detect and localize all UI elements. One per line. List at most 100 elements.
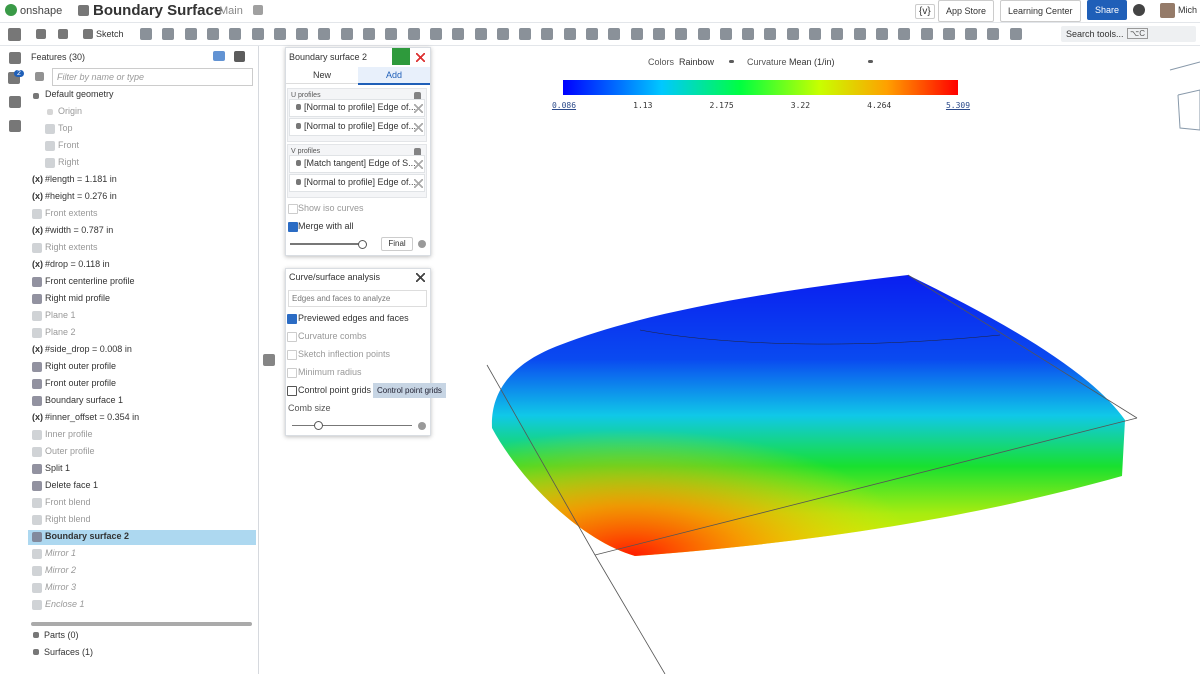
tool-icon[interactable] [719, 28, 732, 40]
close-button[interactable] [414, 123, 423, 132]
tool-icon[interactable] [1009, 28, 1022, 40]
add-folder[interactable] [213, 51, 225, 61]
tab[interactable]: New [286, 67, 358, 84]
tool-icon[interactable] [965, 28, 978, 40]
feature-item[interactable]: Plane 2 [45, 327, 76, 337]
help-icon[interactable] [418, 422, 426, 430]
feature-item[interactable]: Inner profile [45, 429, 93, 439]
rail-icon[interactable] [9, 96, 21, 108]
tool-icon[interactable] [496, 28, 509, 40]
feature-item[interactable]: Default geometry [45, 89, 114, 99]
accept-button[interactable] [392, 48, 410, 65]
tool-icon[interactable] [742, 28, 755, 40]
feature-item[interactable]: Front blend [45, 497, 91, 507]
app-store-button[interactable]: App Store [938, 0, 995, 22]
feature-item[interactable]: Delete face 1 [45, 480, 99, 490]
scrollbar[interactable] [31, 622, 252, 626]
tool-icon[interactable] [140, 28, 152, 40]
parts-group[interactable]: Parts (0) [44, 630, 79, 640]
feature-item[interactable]: Right blend [45, 514, 91, 524]
sketch-icon[interactable] [83, 29, 93, 39]
tool-icon[interactable] [296, 28, 309, 40]
profile-item[interactable] [289, 174, 425, 192]
logo-mark[interactable] [5, 4, 17, 16]
profile-item[interactable] [289, 118, 425, 136]
feature-item[interactable]: Right outer profile [45, 361, 117, 371]
feature-item[interactable]: #height = 0.276 in [45, 191, 117, 201]
panel-toggle[interactable] [263, 354, 275, 366]
avatar[interactable] [1160, 3, 1175, 18]
link-icon[interactable] [253, 5, 263, 15]
tool-icon[interactable] [563, 28, 576, 40]
feature-item[interactable]: Mirror 1 [45, 548, 76, 558]
tool-icon[interactable] [184, 28, 197, 40]
tool-icon[interactable] [875, 28, 888, 40]
colors-select[interactable]: Rainbow [679, 57, 715, 67]
profile-item[interactable] [289, 99, 425, 117]
search-tools[interactable]: Search tools... [1061, 26, 1196, 42]
tool-icon[interactable] [162, 28, 175, 40]
feature-item[interactable]: #drop = 0.118 in [45, 259, 110, 269]
checkbox[interactable] [287, 314, 297, 324]
feature-item[interactable]: Front centerline profile [45, 276, 135, 286]
feature-item[interactable]: Outer profile [45, 446, 95, 456]
profile-text[interactable]: [Match tangent] Edge of S... [304, 158, 416, 168]
feature-item[interactable]: Plane 1 [45, 310, 76, 320]
close-button[interactable] [414, 179, 423, 188]
reorder-icon[interactable] [414, 148, 421, 157]
feature-item[interactable]: Split 1 [45, 463, 71, 473]
tool-icon[interactable] [452, 28, 465, 40]
surfaces-group[interactable]: Surfaces (1) [44, 647, 94, 657]
option-label[interactable]: Merge with all [298, 221, 354, 231]
tool-icon[interactable] [675, 28, 688, 40]
tool-icon[interactable] [251, 28, 264, 40]
reorder-icon[interactable] [414, 92, 421, 101]
feature-item[interactable]: Origin [58, 106, 83, 116]
tool-icon[interactable] [630, 28, 643, 40]
caret[interactable] [33, 93, 39, 99]
tool-icon[interactable] [898, 28, 911, 40]
filter-icon[interactable] [35, 72, 44, 81]
expand-caret[interactable] [296, 179, 301, 185]
tool-icon[interactable] [429, 28, 442, 40]
feature-item[interactable]: Front extents [45, 208, 98, 218]
rail-icon[interactable] [9, 120, 21, 132]
feature-item[interactable]: Top [58, 123, 73, 133]
slider-knob[interactable] [314, 421, 323, 430]
close-button[interactable] [414, 160, 423, 169]
help-icon[interactable] [418, 240, 426, 248]
checkbox[interactable] [287, 386, 297, 396]
close-button[interactable] [416, 53, 425, 62]
caret[interactable] [33, 649, 39, 655]
tool-icon[interactable] [206, 28, 219, 40]
tool-icon[interactable] [229, 28, 242, 40]
option-label[interactable]: Control point grids [298, 385, 372, 395]
expand-caret[interactable] [296, 160, 301, 166]
tool-icon[interactable] [385, 28, 398, 40]
tool-icon[interactable] [586, 28, 598, 40]
learning-center-button[interactable]: Learning Center [1000, 0, 1081, 22]
variables-button[interactable]: {v} [915, 4, 935, 19]
user-name[interactable]: Mich [1178, 5, 1198, 15]
close-button[interactable] [416, 273, 425, 282]
tool-icon[interactable] [920, 28, 933, 40]
brand[interactable]: onshape [20, 5, 63, 17]
final-button[interactable]: Final [381, 237, 413, 251]
profile-text[interactable]: [Normal to profile] Edge of... [304, 121, 417, 131]
tool-icon[interactable] [809, 28, 821, 40]
feature-item[interactable]: #inner_offset = 0.354 in [45, 412, 140, 422]
tool-icon[interactable] [764, 28, 777, 40]
profile-item[interactable] [289, 155, 425, 173]
scale-label[interactable]: 5.309 [945, 101, 971, 110]
redo[interactable] [58, 29, 68, 39]
feature-item[interactable]: Boundary surface 2 [45, 531, 130, 541]
tab[interactable]: Add [358, 67, 430, 85]
analysis-input[interactable]: Edges and faces to analyze [288, 290, 427, 307]
slider-track[interactable] [292, 425, 412, 426]
feature-item[interactable]: Front [58, 140, 80, 150]
feature-item[interactable]: #length = 1.181 in [45, 174, 117, 184]
feature-list-icon[interactable] [8, 28, 21, 41]
tool-icon[interactable] [608, 28, 621, 40]
share-button[interactable]: Share [1087, 0, 1128, 20]
tool-icon[interactable] [474, 28, 487, 40]
